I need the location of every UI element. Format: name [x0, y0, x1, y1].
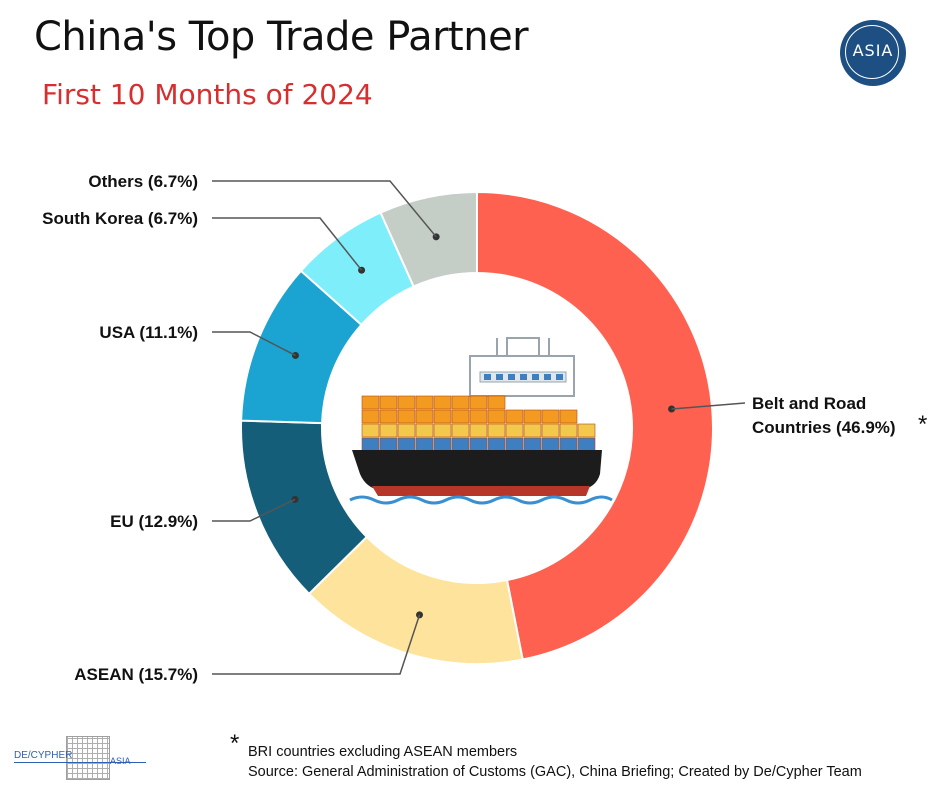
label-usa: USA (11.1%): [99, 323, 198, 342]
label-belt-and-road-line-1: Belt and Road: [752, 394, 866, 413]
leader-line-usa: [212, 331, 296, 357]
leader-line-others: [212, 180, 437, 238]
cargo-ship-icon: [349, 337, 613, 505]
label-belt-and-road-line-2: Countries (46.9%): [752, 418, 896, 437]
label-south-korea: South Korea (6.7%): [42, 209, 198, 228]
label-eu: EU (12.9%): [110, 512, 198, 531]
decypher-logo: DE/CYPHER ASIA: [14, 736, 154, 782]
leader-line-asean: [212, 614, 421, 675]
logo-word-asia: ASIA: [110, 756, 131, 766]
leader-line-belt-and-road: [671, 402, 746, 410]
chart-subtitle: First 10 Months of 2024: [42, 78, 373, 111]
leader-line-south-korea: [212, 217, 363, 271]
footnote-line-1: BRI countries excluding ASEAN members: [248, 744, 518, 760]
badge-text: ASIA: [852, 40, 894, 60]
asia-badge-logo: ASIA: [840, 20, 906, 86]
footnote-source: Source: General Administration of Custom…: [248, 764, 862, 780]
slice-belt-and-road: [476, 190, 714, 661]
label-asean: ASEAN (15.7%): [74, 665, 198, 684]
leader-line-eu: [212, 498, 296, 522]
chart-title: China's Top Trade Partner: [34, 14, 529, 60]
footnote-asterisk: *: [230, 730, 240, 757]
label-asterisk: *: [918, 411, 927, 438]
slice-others: [379, 190, 478, 288]
logo-word-decypher: DE/CYPHER: [14, 750, 73, 761]
label-others: Others (6.7%): [88, 172, 198, 191]
